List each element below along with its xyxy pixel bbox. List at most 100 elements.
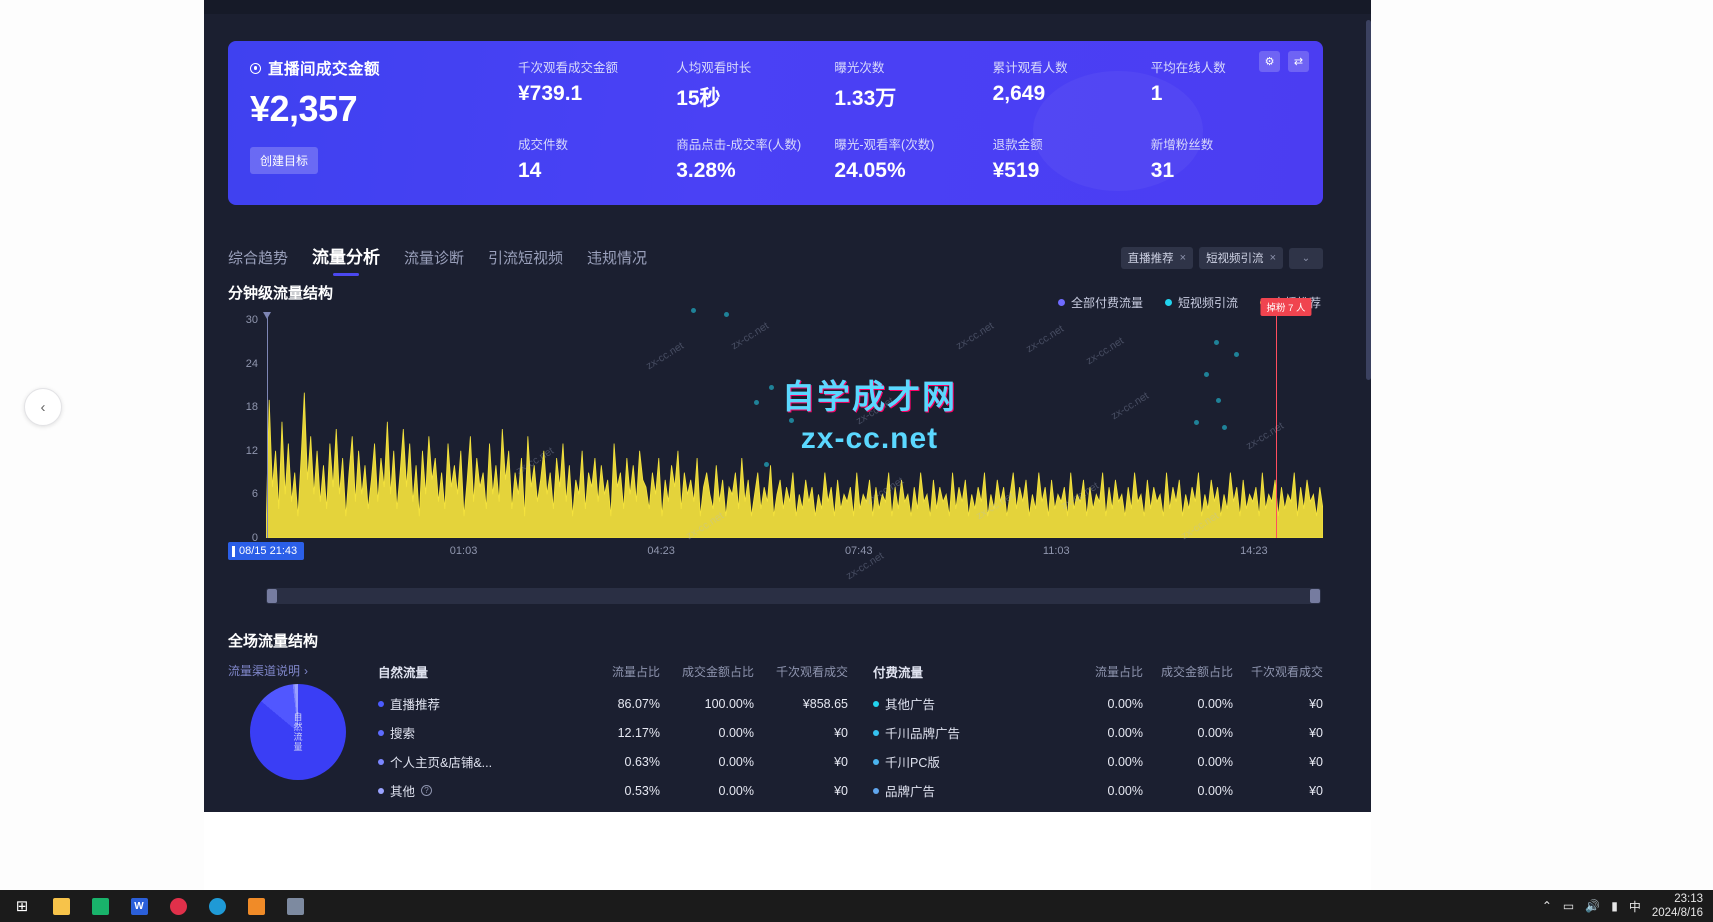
- tab-traffic-analysis[interactable]: 流量分析: [312, 243, 380, 276]
- close-icon[interactable]: ×: [1269, 252, 1276, 264]
- kpi-metric-label: 平均在线人数: [1150, 61, 1226, 75]
- kpi-metric-value: 3.28%: [676, 159, 736, 182]
- row-gmv-pct: 100.00%: [704, 696, 754, 711]
- taskbar-store[interactable]: [277, 891, 313, 921]
- settings-gear-icon[interactable]: ⚙: [1259, 51, 1280, 72]
- filter-chip[interactable]: 直播推荐 ×: [1120, 247, 1194, 269]
- row-gmv-pct: 0.00%: [1197, 754, 1233, 769]
- file-explorer-icon: [52, 897, 70, 915]
- row-traffic-pct: 0.00%: [1107, 783, 1143, 798]
- tab-short-video[interactable]: 引流短视频: [488, 250, 564, 267]
- row-channel-name: 千川PC版: [885, 756, 940, 770]
- edge-icon: [208, 897, 226, 915]
- overall-traffic-structure-section: 全场流量结构 流量渠道说明 › 自然流量 自然流量 流量占比 成交金额占: [228, 630, 1323, 812]
- table-row[interactable]: 千川品牌广告 0.00% 0.00% ¥0: [873, 718, 1323, 747]
- back-nav-button[interactable]: ‹: [24, 388, 62, 426]
- row-per-k: ¥0: [1309, 725, 1323, 740]
- kpi-primary-metric: 直播间成交金额 ¥2,357 创建目标: [250, 57, 518, 193]
- table-row[interactable]: 其他 ? 0.53% 0.00% ¥0: [378, 776, 848, 805]
- legend-swatch: [1164, 299, 1172, 306]
- kpi-metric-cell: 新增粉丝数 31: [1151, 134, 1301, 193]
- table-row[interactable]: 品牌广告 0.00% 0.00% ¥0: [873, 776, 1323, 805]
- ime-indicator[interactable]: 中: [1628, 899, 1641, 914]
- table-row[interactable]: 其他广告 0.00% 0.00% ¥0: [873, 689, 1323, 718]
- taskbar-file-explorer[interactable]: [43, 891, 79, 921]
- row-traffic-pct: 0.63%: [624, 754, 660, 769]
- close-icon[interactable]: ×: [1179, 252, 1187, 264]
- chevron-down-icon[interactable]: ⌄: [1289, 247, 1323, 269]
- col-header-channel: 付费流量: [873, 666, 924, 680]
- row-per-k: ¥858.65: [802, 696, 848, 711]
- row-channel-name: 个人主页&店铺&...: [390, 756, 493, 770]
- kpi-metric-label: 退款金额: [992, 138, 1043, 152]
- tab-comprehensive-trend[interactable]: 综合趋势: [228, 250, 289, 267]
- donut-ring: 自然流量: [250, 684, 346, 780]
- taskbar-app-area: ⊞ W: [0, 891, 313, 921]
- network-icon[interactable]: ▭: [1562, 899, 1575, 913]
- taskbar-app-green[interactable]: [82, 891, 118, 921]
- filter-chip[interactable]: 短视频引流 ×: [1199, 247, 1283, 269]
- chart-plot-area[interactable]: 掉粉 7 人: [263, 298, 1324, 539]
- windows-logo-icon: ⊞: [15, 898, 29, 915]
- kpi-metric-cell: 曝光次数 1.33万: [834, 57, 984, 122]
- table-header-row: 付费流量 流量占比 成交金额占比 千次观看成交: [873, 658, 1323, 689]
- desktop-left-pane: [0, 0, 204, 890]
- paid-traffic-table: 付费流量 流量占比 成交金额占比 千次观看成交 其他广告 0.00: [873, 658, 1323, 812]
- legend-item-short-video[interactable]: 短视频引流: [1164, 294, 1238, 311]
- chart-start-time-badge: 08/15 21:43: [228, 542, 305, 560]
- opera-icon: [169, 897, 187, 915]
- chart-x-axis: 01:03 04:23 07:43 11:03 14:23: [266, 542, 1323, 564]
- kpi-metric-label: 累计观看人数: [992, 61, 1068, 75]
- series-dot-icon: [378, 787, 384, 794]
- row-traffic-pct: 12.17%: [617, 725, 660, 740]
- help-icon[interactable]: ?: [421, 785, 433, 796]
- chart-marker-line: [1276, 314, 1278, 538]
- chevron-up-icon[interactable]: ⌃: [1541, 899, 1552, 913]
- tab-violations[interactable]: 违规情况: [587, 250, 648, 267]
- table-row[interactable]: 搜索 12.17% 0.00% ¥0: [378, 718, 848, 747]
- series-dot-icon: [378, 758, 384, 765]
- swap-icon[interactable]: ⇄: [1288, 51, 1309, 72]
- battery-icon[interactable]: ▮: [1611, 899, 1618, 913]
- scrollbar-handle-left[interactable]: [267, 589, 277, 603]
- donut-center-label: 自然流量: [292, 712, 303, 752]
- kpi-metric-label: 曝光-观看率(次数): [834, 138, 935, 152]
- col-header-gmv-pct: 成交金额占比: [1160, 665, 1233, 679]
- table-row[interactable]: 千川PC版 0.00% 0.00% ¥0: [873, 747, 1323, 776]
- taskbar-edge[interactable]: [199, 891, 235, 921]
- kpi-metric-cell: 成交件数 14: [518, 134, 668, 193]
- volume-icon[interactable]: 🔊: [1585, 899, 1601, 913]
- legend-item-paid-traffic[interactable]: 全部付费流量: [1057, 294, 1143, 311]
- kpi-summary-card: ⚙ ⇄ 直播间成交金额 ¥2,357 创建目标 千次观看成交金额 ¥739.1: [228, 41, 1323, 205]
- chart-series-live-recommend: [265, 392, 1324, 539]
- channel-explanation-label: 流量渠道说明: [228, 664, 301, 678]
- y-axis-tick: 12: [245, 444, 258, 457]
- chart-range-scrollbar[interactable]: [266, 588, 1321, 604]
- kpi-metric-cell: 退款金额 ¥519: [993, 134, 1143, 193]
- taskbar-clock[interactable]: 23:13 2024/8/16: [1652, 892, 1703, 921]
- badge-bar-icon: [232, 545, 235, 557]
- channel-explanation-link[interactable]: 流量渠道说明 ›: [228, 662, 308, 679]
- taskbar-app-orange[interactable]: [238, 891, 274, 921]
- app-scrollbar[interactable]: [1366, 20, 1371, 380]
- kpi-metric-value: 1: [1150, 82, 1163, 105]
- row-traffic-pct: 0.00%: [1107, 725, 1143, 740]
- row-channel-name: 其他广告: [885, 698, 936, 712]
- x-axis-tick: 11:03: [1042, 545, 1070, 557]
- app-top-bar: [204, 0, 1371, 14]
- tab-traffic-diagnosis[interactable]: 流量诊断: [404, 250, 465, 267]
- start-button[interactable]: ⊞: [4, 891, 40, 921]
- chart-y-axis: 0 6 12 18 24 30: [228, 314, 262, 544]
- kpi-metric-label: 新增粉丝数: [1150, 138, 1214, 152]
- series-dot-icon: [873, 729, 879, 736]
- col-header-traffic-pct: 流量占比: [1094, 665, 1143, 679]
- table-row[interactable]: 个人主页&店铺&... 0.63% 0.00% ¥0: [378, 747, 848, 776]
- create-goal-button[interactable]: 创建目标: [250, 147, 319, 174]
- table-row[interactable]: 直播推荐 86.07% 100.00% ¥858.65: [378, 689, 848, 718]
- taskbar-opera[interactable]: [160, 891, 196, 921]
- scrollbar-handle-right[interactable]: [1310, 589, 1320, 603]
- col-header-traffic-pct: 流量占比: [611, 665, 660, 679]
- kpi-metric-label: 千次观看成交金额: [518, 61, 619, 75]
- taskbar-word[interactable]: W: [121, 891, 157, 921]
